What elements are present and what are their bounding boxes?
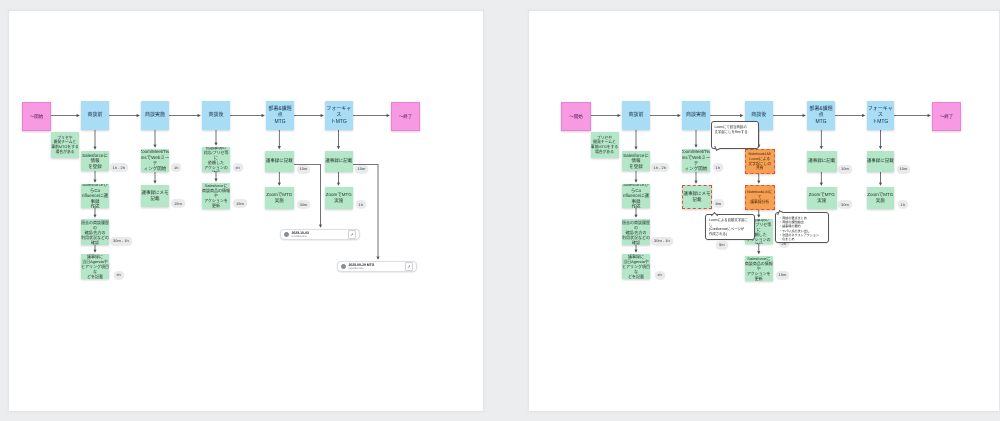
task-update-salesforce[interactable]: Salesforceに 商談商品の情報や アクションを 更新 [202, 183, 230, 209]
time-pill[interactable]: 1h [712, 163, 723, 171]
external-link-icon[interactable]: ↗ [404, 262, 413, 271]
task-write-agenda[interactable]: 議事録に 当日Agendaや ヒアリング項目な どを記載 [81, 254, 109, 279]
time-pill[interactable]: 5m [716, 240, 728, 249]
task-write-minutes-mtg1[interactable]: 議事録に記載 [264, 150, 294, 172]
task-review-history[interactable]: 過去の商談履歴の 確認/先方の 利用状況などの 確認 [81, 219, 109, 245]
time-pill[interactable]: xh [654, 270, 665, 279]
time-pill[interactable]: 30m [296, 200, 311, 208]
presales-note[interactable]: プリセや 開発チームと 事前MTGをする 場合がある [590, 132, 619, 158]
task-start-web-meeting[interactable]: Zoom/Meet/Tea msでWebミーテ ィング開始 [682, 149, 710, 172]
time-pill[interactable]: xh [232, 163, 243, 171]
link-title: 2025-09-29 MTG [348, 262, 375, 267]
task-zoom-mtg1[interactable]: ZoomでMTG実施 [264, 187, 294, 209]
confluence-icon [341, 264, 346, 269]
task-take-notes[interactable]: 議事録にメモ記載 [141, 185, 169, 207]
time-pill[interactable]: 30m - 1h [651, 236, 673, 245]
task-register-salesforce[interactable]: Salesforceに情報 を登録 [81, 151, 109, 171]
stage-node-forecast-mtg[interactable]: フォーキャス トMTG [325, 101, 353, 130]
time-pill[interactable]: 30m [838, 200, 852, 208]
time-pill[interactable]: 15m [233, 199, 247, 207]
stage-node-post[interactable]: 商談後 [202, 101, 230, 130]
time-pill[interactable]: 10m [838, 164, 852, 173]
end-node[interactable]: 〜終了 [391, 102, 420, 131]
start-node[interactable]: 〜開始 [561, 102, 591, 131]
task-register-salesforce[interactable]: Salesforceに情報 を登録 [622, 151, 650, 171]
task-create-minutes-confluence[interactable]: SalesforceからCo nfluenceに議事録 作成 [81, 184, 109, 208]
task-analyze-minutes-notebooklm[interactable]: NotebookLMにて 議事録分析 [744, 185, 775, 210]
stage-node-dept-mtg[interactable]: 部署&課題点 MTG [266, 101, 294, 130]
time-pill[interactable]: 1h - 2h [650, 163, 669, 171]
task-share-transcript[interactable]: NotebookLM/ Loomによる 文字起こしの 共有 [744, 149, 775, 174]
task-create-minutes-confluence[interactable]: SalesforceからCo nfluenceに議事録 作成 [622, 184, 650, 208]
task-zoom-mtg2[interactable]: ZoomでMTG実施 [325, 187, 353, 209]
task-follow-up-actions[interactable]: 宿題事項の 対応/プリセ等に 依頼した アクションの 確認 [202, 147, 230, 172]
link-title: 2025-10-03 [291, 230, 309, 235]
confluence-link-chip[interactable]: 2025-10-03 Confluence ↗ [280, 229, 360, 240]
task-start-web-meeting[interactable]: Zoom/Meet/Tea msでWebミーテ ィング開始 [141, 149, 169, 172]
time-pill[interactable]: xh [113, 270, 124, 279]
task-zoom-mtg2[interactable]: ZoomでMTG実施 [866, 187, 894, 209]
external-link-icon[interactable]: ↗ [347, 230, 356, 239]
comment-callout-notebooklm-outputs[interactable]: ・商談の要点まとめ ・商談の課題抽出 ・議事録の要約 ・ヤバい点の洗い出し ・次… [775, 212, 829, 243]
time-pill[interactable]: 10m [296, 164, 311, 173]
confluence-link-chip[interactable]: 2025-09-29 MTG Confluence ↗ [337, 261, 417, 272]
time-pill[interactable]: 1h [355, 200, 366, 208]
stage-node-forecast-mtg[interactable]: フォーキャス トMTG [866, 101, 894, 130]
task-update-salesforce[interactable]: Salesforceに 商談商品の情報や アクションを 更新 [744, 255, 773, 281]
end-node[interactable]: 〜終了 [932, 102, 961, 131]
start-node[interactable]: 〜開始 [22, 102, 51, 131]
presales-note[interactable]: プリセや 開発チームと 事前MTGをする 場合がある [51, 132, 79, 158]
link-subtitle: Confluence [348, 265, 364, 270]
task-write-minutes-mtg1[interactable]: 議事録に記載 [807, 150, 837, 172]
connector-lines [589, 113, 931, 255]
time-pill[interactable]: 10m [896, 164, 911, 173]
time-pill[interactable]: 2h [778, 239, 789, 247]
comment-callout-loom-transcript[interactable]: Loomによる自動文字起こし (Confluenceにページが 作成される) [705, 214, 755, 240]
task-review-history[interactable]: 過去の商談履歴の 確認/先方の 利用状況などの 確認 [622, 219, 650, 245]
confluence-icon [284, 232, 289, 237]
task-write-agenda[interactable]: 議事録に 当日Agendaや ヒアリング項目な どを記載 [622, 254, 650, 279]
task-zoom-mtg1[interactable]: ZoomでMTG実施 [807, 187, 837, 209]
comment-callout-loom-rec[interactable]: Loomにて該当商談の 文字起こしをRecする [710, 121, 759, 149]
stage-node-pre[interactable]: 商談前 [81, 101, 109, 130]
link-subtitle: Confluence [291, 233, 307, 238]
time-pill[interactable]: 30m - 1h [110, 236, 132, 245]
task-take-notes[interactable]: 議事録にメモ記載 [682, 185, 712, 209]
time-pill[interactable]: 15m [171, 199, 185, 207]
connector-lines [49, 113, 390, 260]
time-pill[interactable]: 8m [712, 199, 725, 207]
time-pill[interactable]: 10m [354, 164, 369, 173]
time-pill[interactable]: 15m [775, 270, 790, 279]
time-pill[interactable]: 1h [171, 163, 182, 171]
task-write-minutes-mtg2[interactable]: 議事録に記載 [325, 150, 353, 172]
stage-node-execute[interactable]: 商談実施 [682, 101, 710, 130]
stage-node-dept-mtg[interactable]: 部署&課題点 MTG [807, 101, 835, 130]
stage-node-execute[interactable]: 商談実施 [141, 101, 169, 130]
stage-node-pre[interactable]: 商談前 [622, 101, 650, 130]
time-pill[interactable]: 1h - 2h [109, 163, 128, 171]
flow-frame-v1: 〜開始 商談前 商談実施 商談後 部署&課題点 MTG フォーキャス トMTG … [8, 10, 484, 412]
flow-frame-v2: 〜開始 商談前 商談実施 商談後 部署&課題点 MTG フォーキャス トMTG … [528, 10, 1000, 412]
task-write-minutes-mtg2[interactable]: 議事録に記載 [866, 150, 894, 172]
time-pill[interactable]: 1h [897, 200, 908, 208]
